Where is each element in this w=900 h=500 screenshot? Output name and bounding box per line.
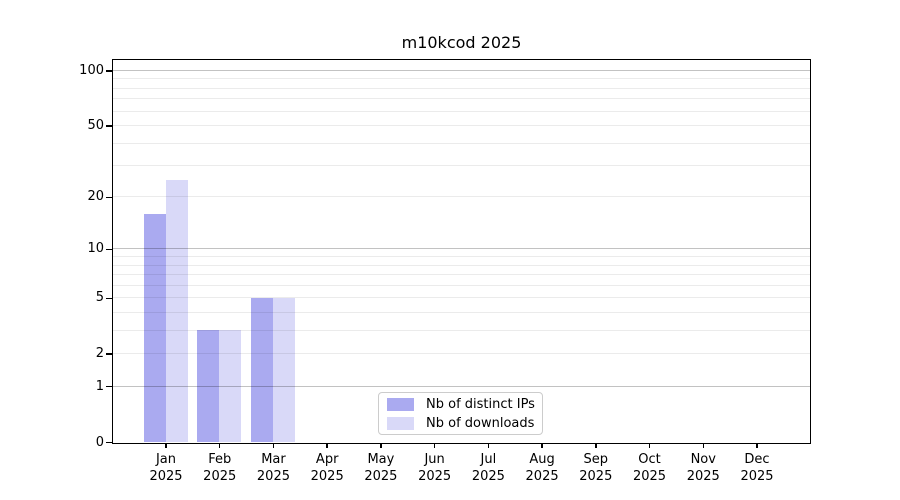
legend-swatch-distinct-ips [387, 397, 414, 411]
x-tick [648, 442, 651, 448]
x-tick-year: 2025 [579, 468, 613, 484]
x-tick-label: Oct 2025 [618, 451, 682, 485]
y-tick [106, 441, 113, 444]
bar-mar-downloads [272, 297, 295, 442]
x-tick [326, 442, 328, 448]
x-tick-year: 2025 [364, 468, 398, 484]
legend: Nb of distinct IPs Nb of downloads [378, 392, 543, 435]
y-tick-label: 1 [95, 378, 104, 394]
y-tick-label: 2 [95, 346, 104, 362]
x-tick-month: Mar [261, 451, 286, 467]
y-tick [106, 353, 113, 355]
x-tick-month: Jun [424, 451, 445, 467]
x-tick-label: Nov 2025 [671, 451, 735, 485]
legend-item-downloads: Nb of downloads [379, 415, 542, 431]
x-tick-label: Dec 2025 [725, 451, 789, 485]
bar-jan-distinct-ips [143, 213, 166, 442]
x-tick [433, 442, 436, 448]
bars-layer [113, 60, 810, 443]
x-tick-year: 2025 [310, 468, 344, 484]
x-tick [272, 442, 275, 448]
x-tick-year: 2025 [525, 468, 559, 484]
x-tick-year: 2025 [632, 468, 667, 484]
y-tick [106, 248, 113, 251]
legend-swatch-downloads [387, 416, 414, 430]
bar-feb-distinct-ips [197, 330, 220, 442]
y-tick-label: 10 [87, 241, 104, 257]
x-tick-month: Apr [315, 451, 339, 467]
x-tick-month: Oct [638, 451, 661, 467]
y-tick-label: 100 [79, 62, 104, 78]
x-tick-year: 2025 [203, 468, 237, 484]
legend-label-downloads: Nb of downloads [426, 415, 535, 431]
x-tick-year: 2025 [256, 468, 290, 484]
x-tick [702, 442, 704, 448]
x-tick-label: Jan 2025 [134, 451, 198, 485]
bar-feb-downloads [219, 330, 242, 442]
legend-label-distinct-ips: Nb of distinct IPs [426, 396, 535, 412]
x-tick [487, 442, 490, 448]
x-tick-year: 2025 [418, 468, 452, 484]
x-tick-month: Nov [690, 451, 716, 467]
x-tick-label: Mar 2025 [241, 451, 305, 485]
x-tick-label: Apr 2025 [295, 451, 359, 485]
x-tick-label: Aug 2025 [510, 451, 574, 485]
x-tick [165, 442, 167, 448]
x-tick [595, 442, 597, 448]
x-tick [380, 442, 382, 448]
chart-title: m10kcod 2025 [401, 33, 522, 52]
x-tick [756, 442, 758, 448]
x-tick-label: Feb 2025 [188, 451, 252, 485]
y-tick-label: 0 [95, 434, 104, 450]
bar-jan-downloads [165, 179, 188, 442]
x-tick [541, 442, 543, 448]
plot-area [112, 59, 811, 444]
y-tick [106, 125, 113, 127]
x-tick-month: May [367, 451, 395, 467]
x-tick-year: 2025 [740, 468, 774, 484]
y-tick [106, 196, 113, 199]
x-tick-year: 2025 [686, 468, 720, 484]
y-tick [106, 385, 113, 388]
y-tick [106, 70, 113, 72]
x-tick-month: Jul [480, 451, 497, 467]
y-tick-label: 5 [95, 290, 104, 306]
x-tick [219, 442, 221, 448]
y-tick-label: 50 [87, 117, 104, 133]
x-tick-month: Sep [583, 451, 609, 467]
y-tick-label: 20 [87, 189, 104, 205]
x-tick-month: Dec [744, 451, 770, 467]
x-tick-label: May 2025 [349, 451, 413, 485]
x-tick-label: Jul 2025 [456, 451, 520, 485]
x-tick-label: Sep 2025 [564, 451, 628, 485]
x-tick-year: 2025 [149, 468, 183, 484]
x-tick-month: Jan [155, 451, 177, 467]
x-tick-year: 2025 [471, 468, 505, 484]
y-tick [106, 297, 113, 299]
x-tick-label: Jun 2025 [403, 451, 467, 485]
bar-mar-distinct-ips [250, 297, 273, 442]
x-tick-month: Aug [529, 451, 555, 467]
x-tick-month: Feb [208, 451, 232, 467]
legend-item-distinct-ips: Nb of distinct IPs [379, 396, 542, 412]
